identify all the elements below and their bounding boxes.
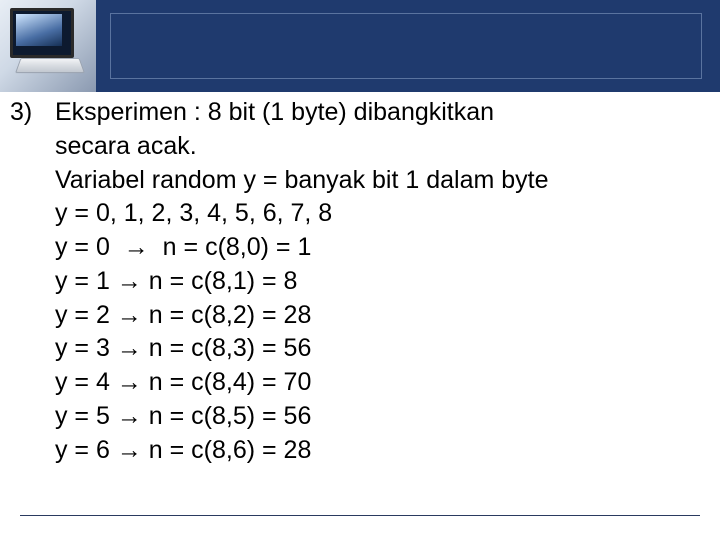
- n-value: n = c(8,2) = 28: [149, 301, 312, 329]
- monitor-thumbnail: [0, 0, 96, 92]
- n-value: n = c(8,6) = 28: [149, 436, 312, 464]
- arrow-icon: →: [117, 368, 142, 396]
- keyboard-shape: [15, 58, 85, 73]
- arrow-icon: →: [117, 233, 156, 261]
- title-placeholder: [110, 13, 702, 79]
- footer-divider: [20, 515, 700, 516]
- arrow-icon: →: [117, 301, 142, 329]
- arrow-icon: →: [117, 267, 142, 295]
- combo-row: y = 6 → n = c(8,6) = 28: [55, 436, 311, 464]
- slide-text: Eksperimen : 8 bit (1 byte) dibangkitkan…: [55, 96, 705, 467]
- y-value: y = 5: [55, 402, 110, 430]
- combo-row: y = 5 → n = c(8,5) = 56: [55, 402, 311, 430]
- combo-row: y = 2 → n = c(8,2) = 28: [55, 301, 311, 329]
- y-value: y = 2: [55, 301, 110, 329]
- text-line: Eksperimen : 8 bit (1 byte) dibangkitkan: [55, 98, 494, 126]
- combo-row: y = 3 → n = c(8,3) = 56: [55, 334, 311, 362]
- n-value: n = c(8,1) = 8: [149, 267, 298, 295]
- slide-body: 3) Eksperimen : 8 bit (1 byte) dibangkit…: [10, 96, 710, 467]
- y-value: y = 1: [55, 267, 110, 295]
- combo-row: y = 0 → n = c(8,0) = 1: [55, 233, 311, 261]
- y-value: y = 3: [55, 334, 110, 362]
- text-line: Variabel random y = banyak bit 1 dalam b…: [55, 166, 549, 194]
- arrow-icon: →: [117, 334, 142, 362]
- n-value: n = c(8,3) = 56: [149, 334, 312, 362]
- combo-row: y = 4 → n = c(8,4) = 70: [55, 368, 311, 396]
- y-value: y = 6: [55, 436, 110, 464]
- text-line: secara acak.: [55, 132, 197, 160]
- arrow-icon: →: [117, 436, 142, 464]
- y-value: y = 4: [55, 368, 110, 396]
- header-band: [0, 0, 720, 92]
- n-value: n = c(8,4) = 70: [149, 368, 312, 396]
- n-value: n = c(8,0) = 1: [163, 233, 312, 261]
- combo-row: y = 1 → n = c(8,1) = 8: [55, 267, 298, 295]
- text-line: y = 0, 1, 2, 3, 4, 5, 6, 7, 8: [55, 199, 332, 227]
- list-number: 3): [10, 96, 48, 130]
- n-value: n = c(8,5) = 56: [149, 402, 312, 430]
- y-value: y = 0: [55, 233, 110, 261]
- arrow-icon: →: [117, 402, 142, 430]
